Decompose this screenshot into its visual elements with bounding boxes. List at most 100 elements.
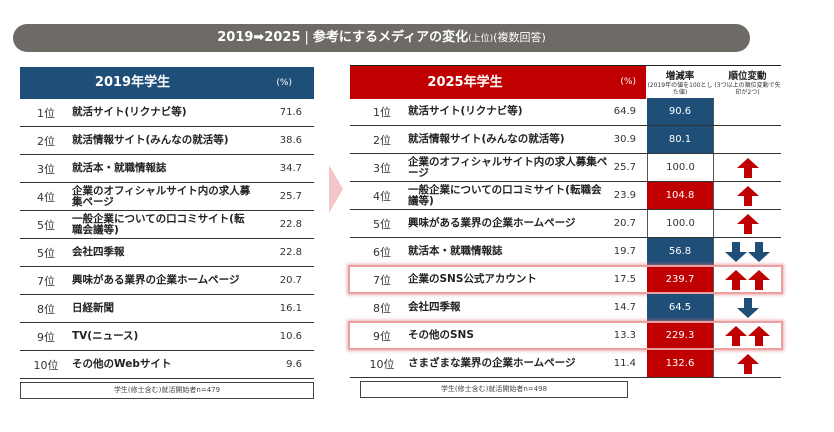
change-rate: 100.0 [647, 210, 714, 237]
table-row: 10位 さまざまな業界の企業ホームページ 11.4 132.6 [350, 350, 781, 378]
media-name: さまざまな業界の企業ホームページ [408, 357, 576, 369]
footnote-2025: 学生(修士含む)就活開始者n=498 [360, 381, 628, 398]
percent-value: 14.7 [613, 302, 636, 313]
rank-label: 9位 [373, 329, 391, 343]
arrow-up-icon [748, 325, 770, 346]
table-row: 4位 企業のオフィシャルサイト内の求人募集ページ 25.7 [20, 183, 314, 211]
rank-label: 10位 [33, 358, 59, 372]
rank-label: 8位 [373, 301, 391, 315]
footnote-2019: 学生(修士含む)就活開始者n=479 [20, 382, 314, 399]
rank-label: 8位 [37, 302, 55, 316]
media-name: 企業のSNS公式アカウント [408, 273, 537, 285]
percent-value: 20.7 [279, 275, 302, 286]
table-row: 3位 企業のオフィシャルサイト内の求人募集ページ 25.7 100.0 [350, 154, 781, 182]
rank-label: 3位 [373, 161, 391, 175]
title-note: (複数回答) [493, 31, 546, 44]
table-row: 1位 就活サイト(リクナビ等) 64.9 90.6 [350, 98, 781, 126]
title-main: 参考にするメディアの変化 [312, 30, 469, 45]
table-row: 10位 その他のWebサイト 9.6 [20, 351, 314, 379]
table-2025-unit: (%) [620, 77, 636, 87]
media-name: 就活本・就職情報誌 [72, 162, 167, 174]
table-row: 9位 その他のSNS 13.3 229.3 [348, 321, 783, 350]
table-2025-header-main: 2025年学生 (%) [350, 66, 646, 99]
title-bar: 2019➡2025 | 参考にするメディアの変化(上位)(複数回答) [13, 24, 750, 52]
rank-label: 4位 [37, 190, 55, 204]
rank-label: 10位 [369, 357, 395, 371]
percent-value: 9.6 [286, 359, 302, 370]
change-rate: 100.0 [647, 154, 714, 181]
media-name: 企業のオフィシャルサイト内の求人募集ページ [72, 184, 251, 208]
title-note-small: (上位) [468, 34, 494, 44]
change-rate: 56.8 [647, 238, 714, 265]
rank-label: 5位 [37, 246, 55, 260]
media-name: 就活本・就職情報誌 [408, 245, 503, 257]
media-name: その他のSNS [408, 329, 474, 341]
percent-value: 22.8 [279, 247, 302, 258]
table-row: 8位 会社四季報 14.7 64.5 [350, 294, 781, 322]
table-row: 5位 一般企業についての口コミサイト(転職会議等) 22.8 [20, 211, 314, 239]
rank-change [714, 238, 781, 265]
change-rate: 90.6 [647, 98, 714, 125]
col-rate-title: 増減率 [665, 71, 695, 82]
table-2019-rows: 1位 就活サイト(リクナビ等) 71.6 2位 就活情報サイト(みんなの就活等) 38.6… [20, 99, 314, 379]
change-rate: 80.1 [647, 126, 714, 153]
table-row: 7位 企業のSNS公式アカウント 17.5 239.7 [348, 265, 783, 294]
rank-change [714, 126, 781, 153]
rank-label: 7位 [37, 274, 55, 288]
change-rate: 64.5 [647, 294, 714, 321]
rank-label: 9位 [37, 330, 55, 344]
arrow-up-icon [736, 213, 759, 234]
percent-value: 34.7 [279, 163, 302, 174]
change-rate: 239.7 [647, 266, 714, 293]
table-row: 5位 興味がある業界の企業ホームページ 20.7 100.0 [350, 210, 781, 238]
table-row: 5位 会社四季報 22.8 [20, 239, 314, 267]
media-name: 就活サイト(リクナビ等) [408, 105, 523, 117]
table-row: 7位 興味がある業界の企業ホームページ 20.7 [20, 267, 314, 295]
table-2025-header: 2025年学生 (%) 増減率 (2019年の値を100とした値) 順位変動 (… [350, 65, 781, 99]
arrow-up-icon [725, 325, 747, 346]
media-name: 興味がある業界の企業ホームページ [72, 274, 240, 286]
media-name: 就活情報サイト(みんなの就活等) [72, 134, 229, 146]
arrow-up-icon [736, 185, 759, 206]
rank-change [714, 322, 781, 349]
table-2019-title: 2019年学生 [94, 75, 171, 90]
arrow-up-icon [736, 353, 759, 374]
table-row: 2位 就活情報サイト(みんなの就活等) 30.9 80.1 [350, 126, 781, 154]
arrow-up-icon [748, 269, 770, 290]
percent-value: 64.9 [613, 106, 636, 117]
arrow-down-icon [736, 297, 759, 318]
table-row: 6位 就活本・就職情報誌 19.7 56.8 [350, 238, 781, 266]
rank-label: 6位 [373, 245, 391, 259]
percent-value: 25.7 [279, 191, 302, 202]
rank-change [714, 294, 781, 321]
percent-value: 11.4 [613, 358, 636, 369]
media-name: 会社四季報 [408, 301, 461, 313]
rank-label: 3位 [37, 162, 55, 176]
rank-change [714, 182, 781, 209]
media-name: 一般企業についての口コミサイト(転職会議等) [408, 183, 602, 207]
table-row: 1位 就活サイト(リクナビ等) 71.6 [20, 99, 314, 127]
percent-value: 38.6 [279, 135, 302, 146]
percent-value: 25.7 [613, 162, 636, 173]
rank-label: 7位 [373, 273, 391, 287]
percent-value: 22.8 [279, 219, 302, 230]
table-2025-title: 2025年学生 [427, 75, 503, 90]
rank-label: 4位 [373, 189, 391, 203]
change-rate: 104.8 [647, 182, 714, 209]
table-2025: 2025年学生 (%) 増減率 (2019年の値を100とした値) 順位変動 (… [348, 65, 783, 378]
percent-value: 16.1 [279, 303, 302, 314]
media-name: 就活サイト(リクナビ等) [72, 106, 187, 118]
table-row: 8位 日経新聞 16.1 [20, 295, 314, 323]
percent-value: 10.6 [279, 331, 302, 342]
percent-value: 30.9 [613, 134, 636, 145]
col-rate-note: (2019年の値を100とした値) [647, 82, 713, 96]
percent-value: 23.9 [613, 190, 636, 201]
arrow-up-icon [725, 269, 747, 290]
arrow-down-icon [748, 241, 770, 262]
rank-label: 2位 [37, 134, 55, 148]
rank-label: 2位 [373, 133, 391, 147]
rank-label: 1位 [37, 106, 55, 120]
percent-value: 20.7 [613, 218, 636, 229]
arrow-up-icon [736, 157, 759, 178]
media-name: 日経新聞 [72, 302, 114, 314]
